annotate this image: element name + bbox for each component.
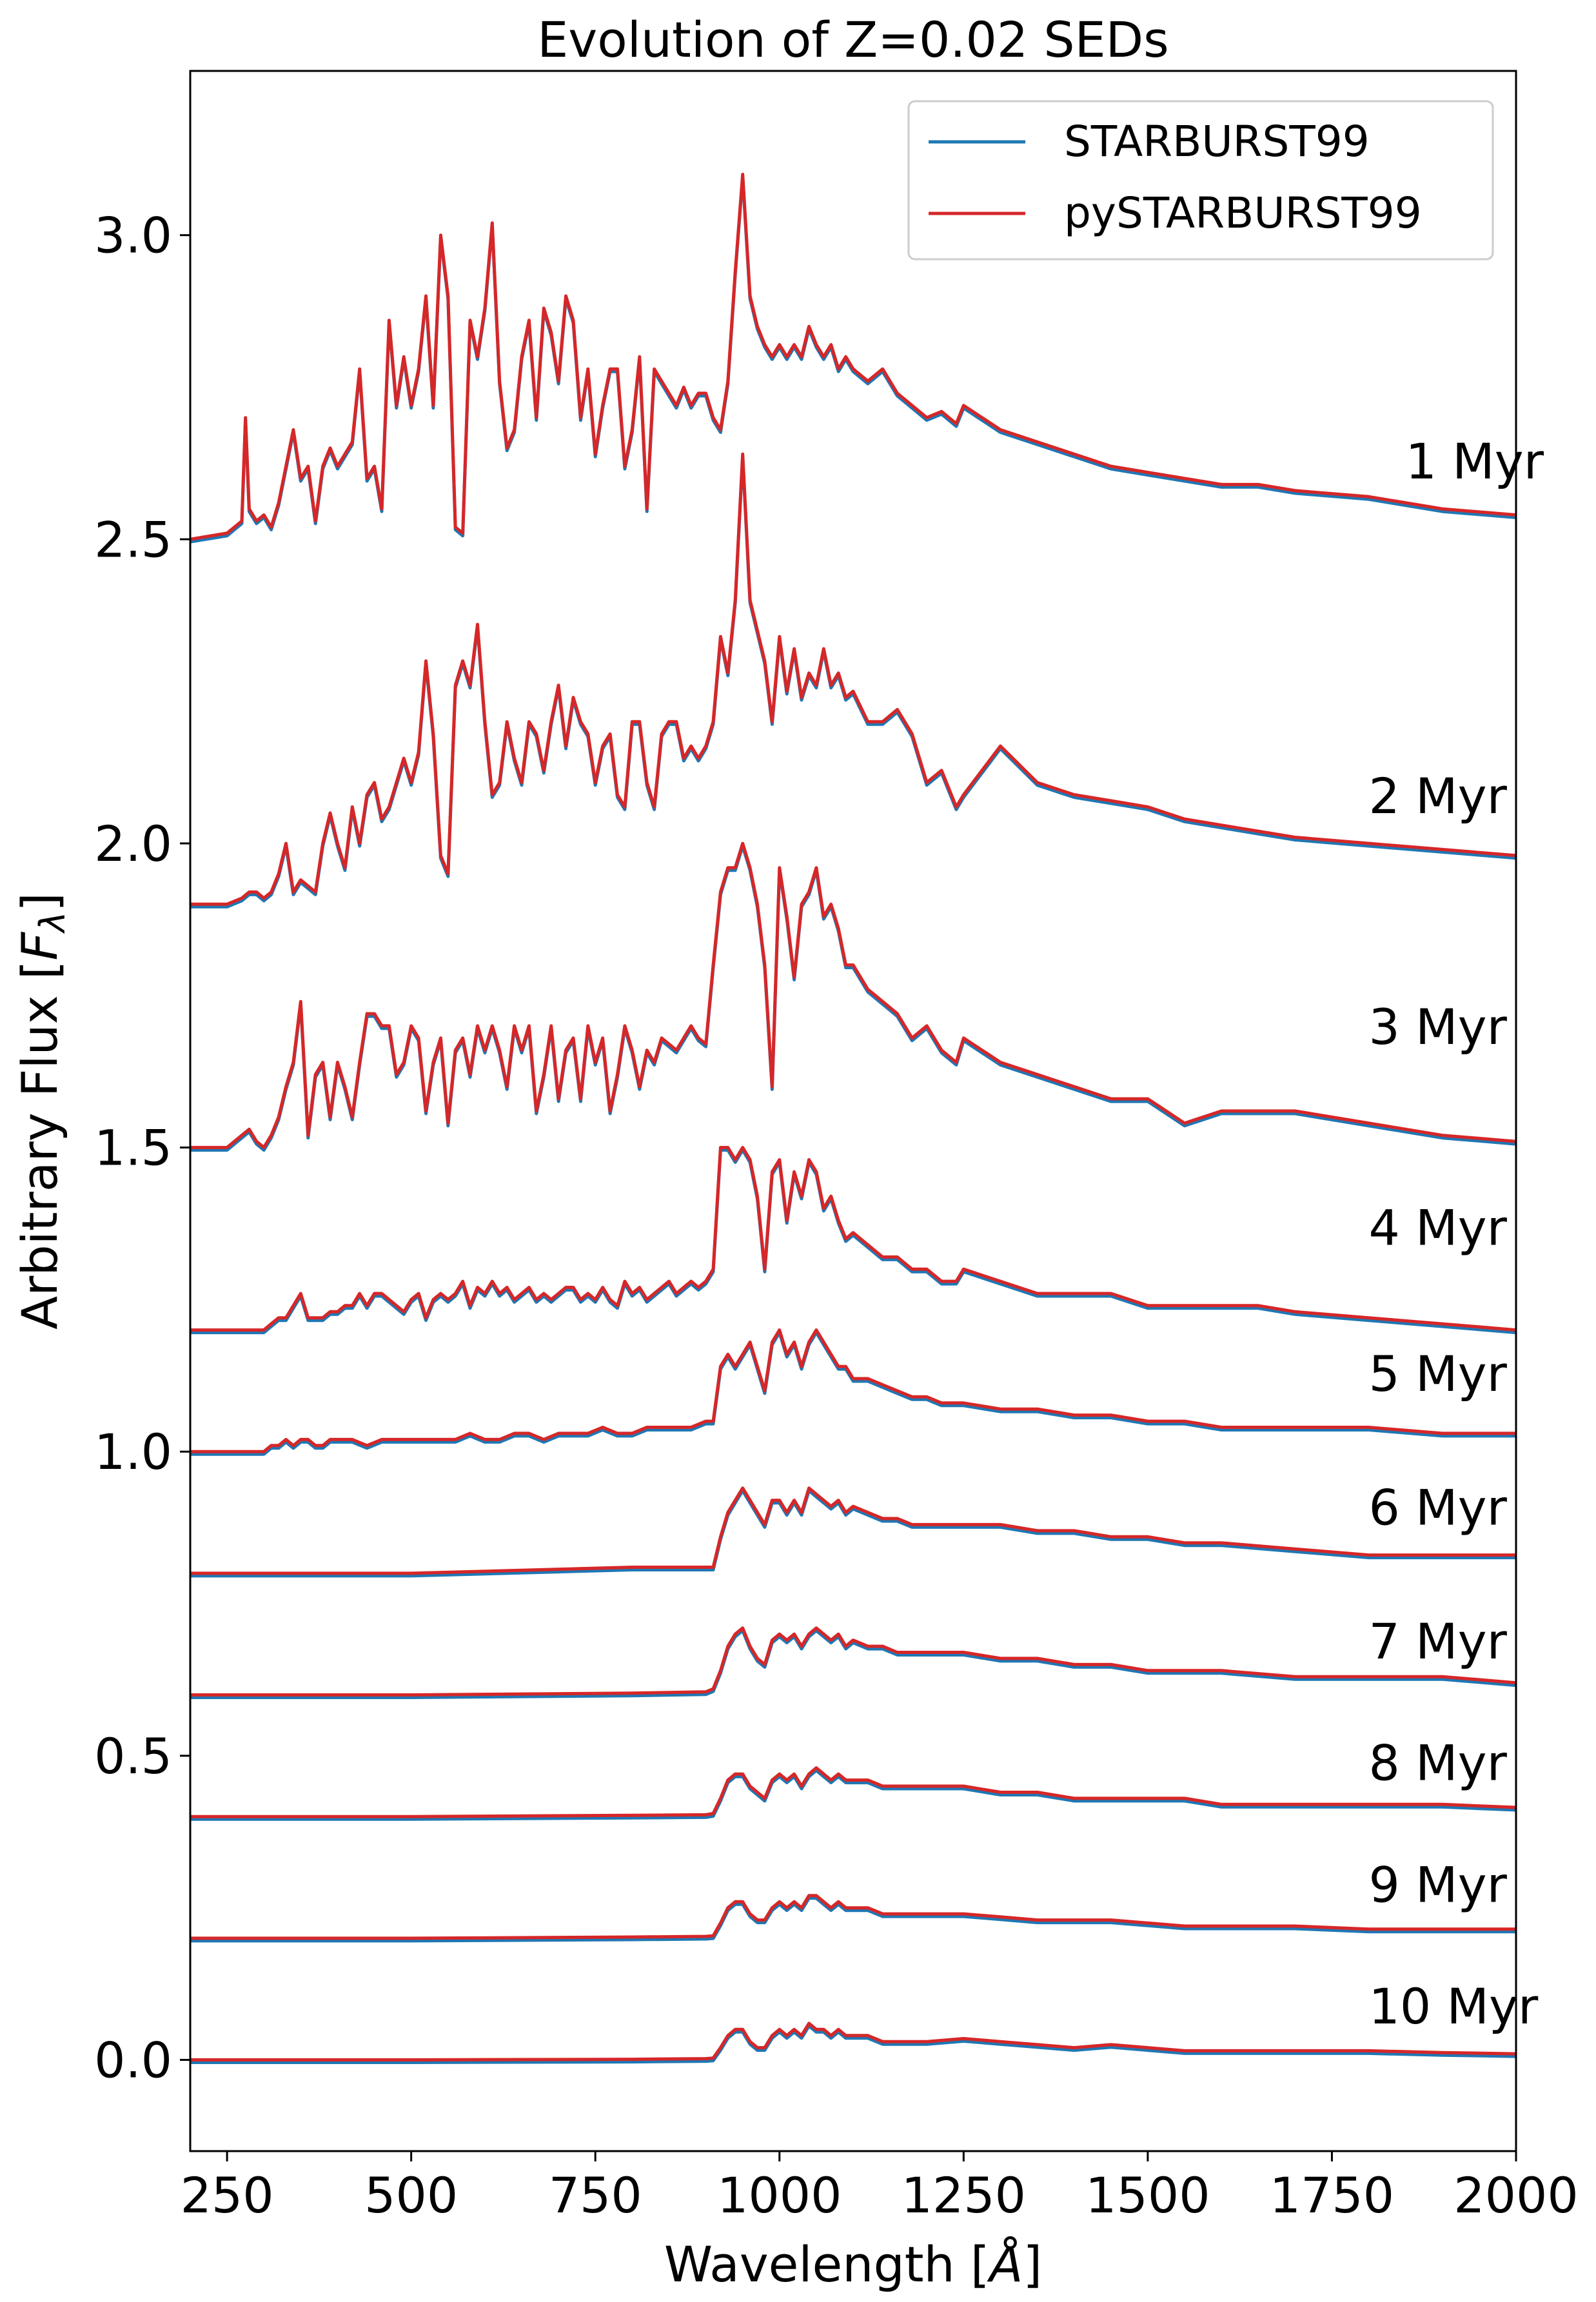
age-label: 4 Myr xyxy=(1369,1199,1508,1257)
pystarburst99-line-8-myr xyxy=(190,1766,1517,1818)
x-tick-label: 750 xyxy=(549,2167,642,2224)
pystarburst99-line-5-myr xyxy=(190,1328,1516,1453)
x-tick-label: 250 xyxy=(181,2167,274,2224)
age-label: 5 Myr xyxy=(1369,1345,1508,1402)
pystarburst99-line-6-myr xyxy=(190,1486,1516,1575)
age-label: 7 Myr xyxy=(1369,1613,1508,1670)
x-tick-label: 1750 xyxy=(1270,2167,1394,2224)
x-tick-label: 1250 xyxy=(901,2167,1026,2224)
x-tick-label: 2000 xyxy=(1453,2167,1578,2224)
legend-label-pystarburst99: pySTARBURST99 xyxy=(1064,188,1422,238)
age-label: 3 Myr xyxy=(1369,998,1508,1056)
x-axis-label: Wavelength [Å] xyxy=(664,2236,1042,2293)
age-label: 10 Myr xyxy=(1369,1978,1539,2035)
pystarburst99-line-7-myr xyxy=(190,1626,1517,1697)
y-axis-ticks: 0.0 0.5 1.0 1.5 2.0 2.5 3.0 xyxy=(94,207,190,2089)
plot-lines xyxy=(190,172,1517,2064)
starburst99-line-9-myr xyxy=(190,1896,1516,1943)
chart-title: Evolution of Z=0.02 SEDs xyxy=(537,11,1168,68)
x-tick-label: 1500 xyxy=(1085,2167,1210,2224)
y-tick-label: 0.5 xyxy=(94,1727,172,1785)
age-label: 1 Myr xyxy=(1406,433,1544,490)
x-tick-label: 500 xyxy=(364,2167,458,2224)
y-tick-label: 1.0 xyxy=(94,1423,172,1481)
plot-frame xyxy=(189,70,1517,2152)
x-tick-label: 1000 xyxy=(717,2167,842,2224)
y-tick-label: 3.0 xyxy=(94,207,172,264)
y-tick-label: 2.5 xyxy=(94,511,172,568)
age-label: 2 Myr xyxy=(1369,767,1508,825)
y-tick-label: 1.5 xyxy=(94,1119,172,1177)
legend-label-starburst99: STARBURST99 xyxy=(1064,117,1370,166)
y-tick-label: 2.0 xyxy=(94,815,172,872)
x-axis-ticks: 250 500 750 1000 1250 1500 1750 2000 xyxy=(181,2151,1579,2224)
age-label: 9 Myr xyxy=(1369,1856,1508,1913)
legend-box xyxy=(907,100,1494,261)
pystarburst99-line-3-myr xyxy=(190,841,1517,1150)
y-tick-label: 0.0 xyxy=(94,2032,172,2089)
y-axis-label: Arbitrary Flux [Fλ] xyxy=(11,892,73,1330)
legend: STARBURST99 pySTARBURST99 xyxy=(907,100,1494,261)
starburst99-line-10-myr xyxy=(190,2024,1517,2064)
age-label: 8 Myr xyxy=(1369,1735,1508,1792)
pystarburst99-line-1-myr xyxy=(190,172,1517,541)
starburst99-line-8-myr xyxy=(190,1769,1517,1821)
pystarburst99-line-4-myr xyxy=(190,1146,1517,1332)
pystarburst99-line-10-myr xyxy=(190,2022,1517,2061)
pystarburst99-line-9-myr xyxy=(190,1894,1516,1940)
age-label: 6 Myr xyxy=(1369,1479,1508,1536)
pystarburst99-line-2-myr xyxy=(190,452,1517,906)
age-labels: 1 Myr 2 Myr 3 Myr 4 Myr 5 Myr 6 Myr 7 Myr 8 Myr… xyxy=(1369,433,1544,2035)
